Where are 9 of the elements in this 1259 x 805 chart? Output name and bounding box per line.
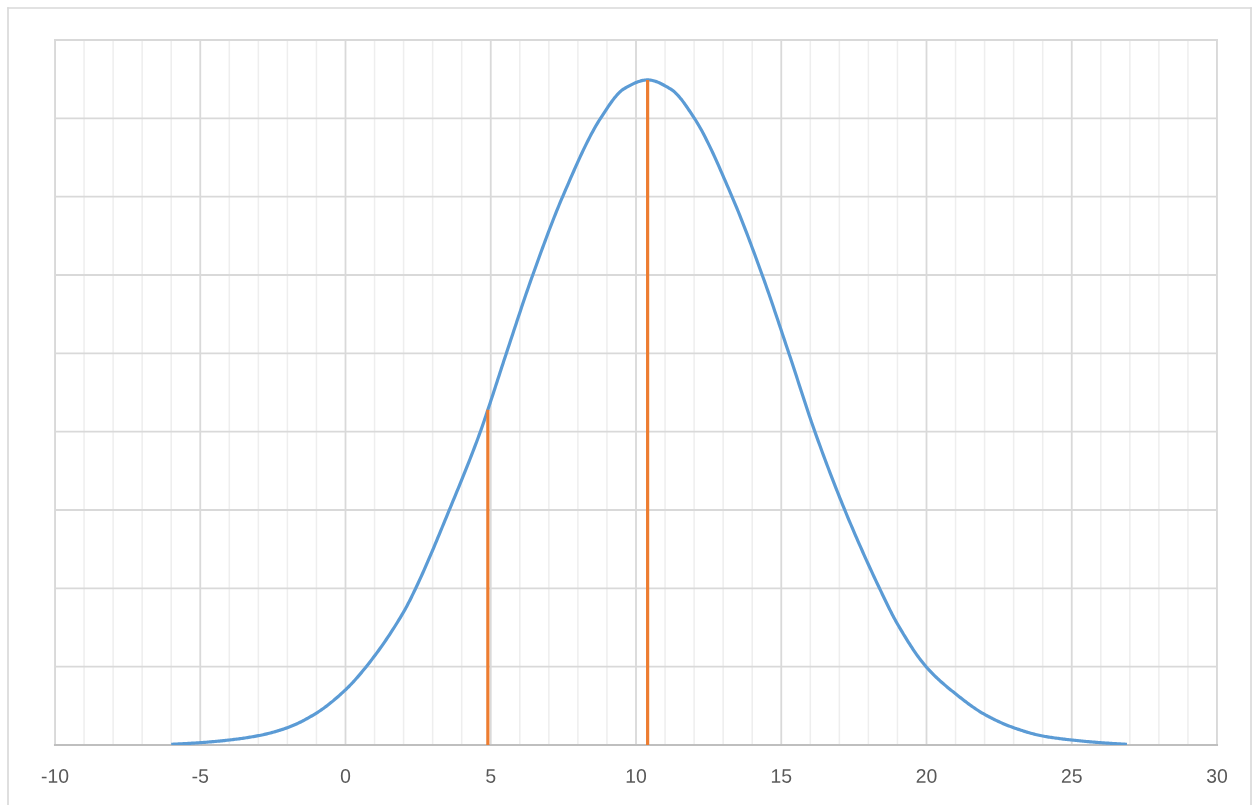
x-tick-label: 10 xyxy=(626,769,647,783)
x-tick-label: 30 xyxy=(1206,769,1228,783)
x-tick-label: 0 xyxy=(340,769,351,783)
x-tick-label: 15 xyxy=(771,769,792,783)
x-tick-label: -10 xyxy=(41,769,69,783)
x-tick-label: 5 xyxy=(486,769,496,783)
x-tick-label: 20 xyxy=(916,769,937,783)
x-tick-label: 25 xyxy=(1061,769,1082,783)
x-tick-label: -5 xyxy=(192,769,209,783)
